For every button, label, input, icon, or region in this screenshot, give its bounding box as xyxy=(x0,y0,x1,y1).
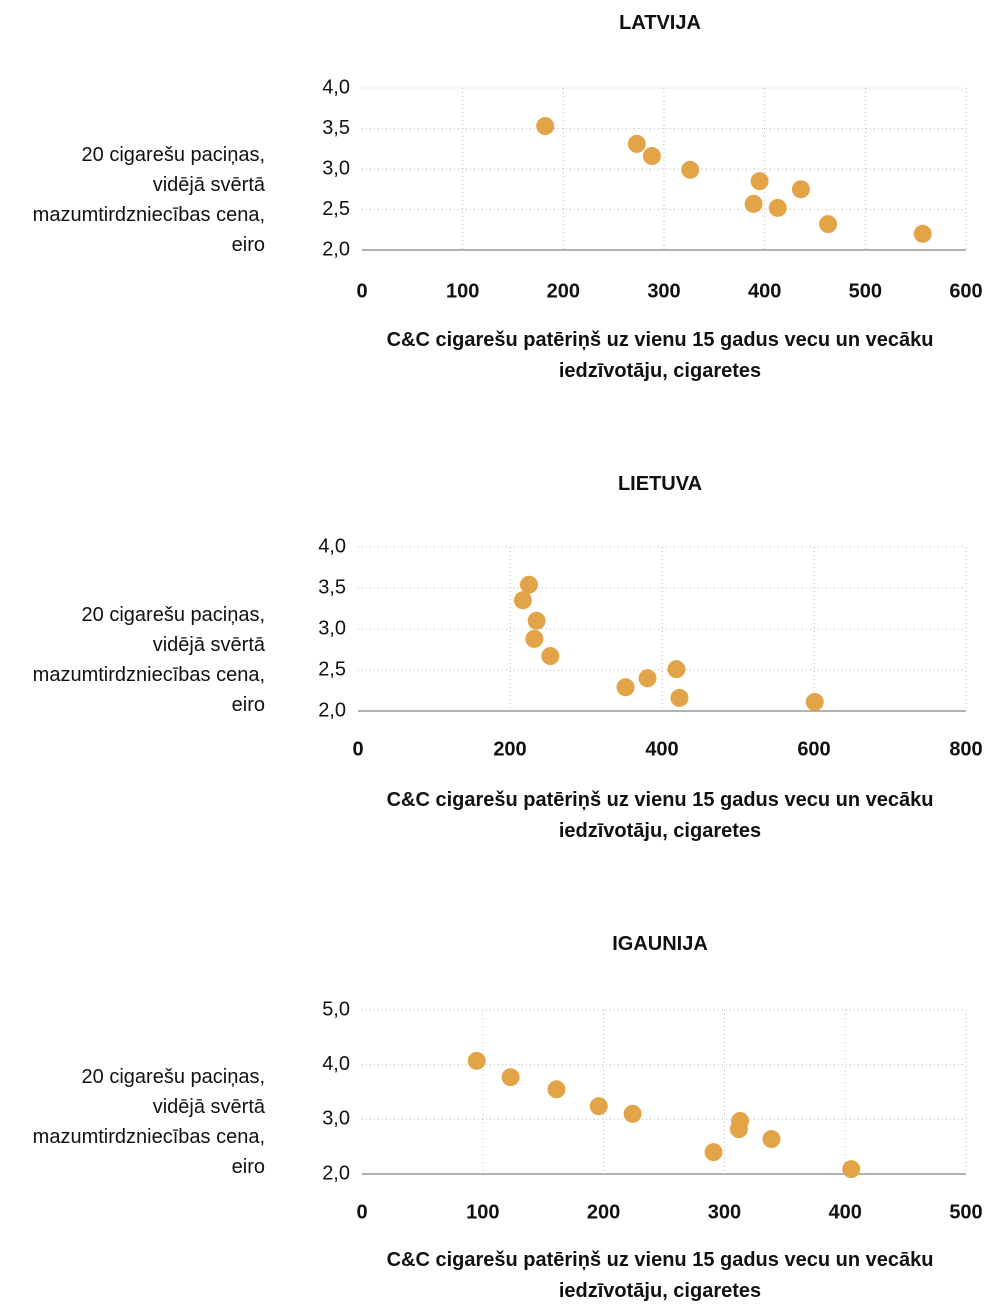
y-tick-label: 2,5 xyxy=(318,658,346,680)
x-tick-label: 400 xyxy=(645,738,678,760)
chart-title: IGAUNIJA xyxy=(612,933,708,955)
y-tick-label: 4,0 xyxy=(322,1053,350,1075)
x-tick-label: 500 xyxy=(849,280,882,302)
point xyxy=(467,1051,486,1070)
x-tick-label: 0 xyxy=(356,1201,367,1223)
point xyxy=(791,180,810,199)
point xyxy=(525,629,544,648)
y-tick-label: 2,0 xyxy=(318,699,346,721)
y-tick-label: 4,0 xyxy=(322,76,350,98)
chart-title: LIETUVA xyxy=(617,473,703,495)
point xyxy=(704,1143,723,1162)
point xyxy=(589,1097,608,1116)
x-tick-label: 400 xyxy=(748,280,781,302)
point xyxy=(501,1068,520,1087)
y-tick-label: 5,0 xyxy=(322,998,350,1020)
point xyxy=(842,1160,861,1179)
y-tick-label: 2,5 xyxy=(322,198,350,220)
x-tick-label: 300 xyxy=(647,280,680,302)
x-tick-label: 100 xyxy=(446,280,479,302)
point xyxy=(547,1080,566,1099)
y-tick-label: 3,5 xyxy=(318,576,346,598)
x-axis-label: C&C cigarešu patēriņš uz vienu 15 gadus … xyxy=(386,1249,934,1302)
y-tick-label: 2,0 xyxy=(322,1162,350,1184)
x-tick-label: 200 xyxy=(547,280,580,302)
point xyxy=(744,194,763,213)
y-tick-label: 3,0 xyxy=(322,157,350,179)
point xyxy=(913,224,932,243)
chart-title: LATVIJA xyxy=(619,12,701,34)
x-tick-label: 600 xyxy=(949,280,982,302)
point xyxy=(681,160,700,179)
x-tick-label: 200 xyxy=(587,1201,620,1223)
x-tick-label: 500 xyxy=(949,1201,982,1223)
y-tick-label: 2,0 xyxy=(322,238,350,260)
x-tick-label: 200 xyxy=(493,738,526,760)
x-tick-label: 800 xyxy=(949,738,982,760)
point xyxy=(762,1130,781,1149)
point xyxy=(819,215,838,234)
x-tick-label: 400 xyxy=(829,1201,862,1223)
point xyxy=(616,678,635,697)
x-axis-label: C&C cigarešu patēriņš uz vienu 15 gadus … xyxy=(386,789,934,842)
point xyxy=(642,147,661,166)
y-axis-label: 20 cigarešu paciņas, vidējā svērtā mazum… xyxy=(32,1066,265,1178)
point xyxy=(670,688,689,707)
x-tick-label: 600 xyxy=(797,738,830,760)
y-tick-label: 3,0 xyxy=(318,617,346,639)
point xyxy=(729,1120,748,1139)
y-axis-label: 20 cigarešu paciņas, vidējā svērtā mazum… xyxy=(32,604,265,716)
point xyxy=(541,647,560,666)
x-tick-label: 0 xyxy=(352,738,363,760)
y-tick-label: 3,5 xyxy=(322,117,350,139)
x-tick-label: 100 xyxy=(466,1201,499,1223)
y-tick-label: 3,0 xyxy=(322,1108,350,1130)
point xyxy=(623,1104,642,1123)
point xyxy=(520,575,538,594)
x-axis-label: C&C cigarešu patēriņš uz vienu 15 gadus … xyxy=(386,329,934,382)
point xyxy=(527,611,546,630)
x-tick-label: 0 xyxy=(356,280,367,302)
point xyxy=(750,172,769,191)
point xyxy=(805,692,824,711)
point xyxy=(536,117,555,136)
point xyxy=(667,660,686,679)
y-axis-label: 20 cigarešu paciņas, vidējā svērtā mazum… xyxy=(32,144,265,256)
y-tick-label: 4,0 xyxy=(318,535,346,557)
point xyxy=(513,591,532,610)
point xyxy=(627,134,646,153)
x-tick-label: 300 xyxy=(708,1201,741,1223)
point xyxy=(638,669,657,688)
point xyxy=(768,198,787,217)
